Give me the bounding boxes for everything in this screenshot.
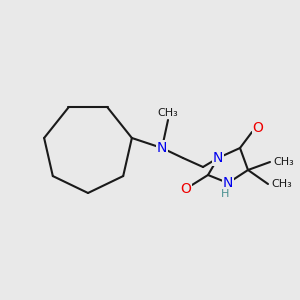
Text: N: N	[223, 176, 233, 190]
Text: N: N	[213, 151, 223, 165]
Text: O: O	[253, 121, 263, 135]
Text: N: N	[157, 141, 167, 155]
Text: H: H	[221, 189, 229, 199]
Text: CH₃: CH₃	[272, 179, 292, 189]
Text: CH₃: CH₃	[274, 157, 294, 167]
Text: CH₃: CH₃	[158, 108, 178, 118]
Text: O: O	[181, 182, 191, 196]
